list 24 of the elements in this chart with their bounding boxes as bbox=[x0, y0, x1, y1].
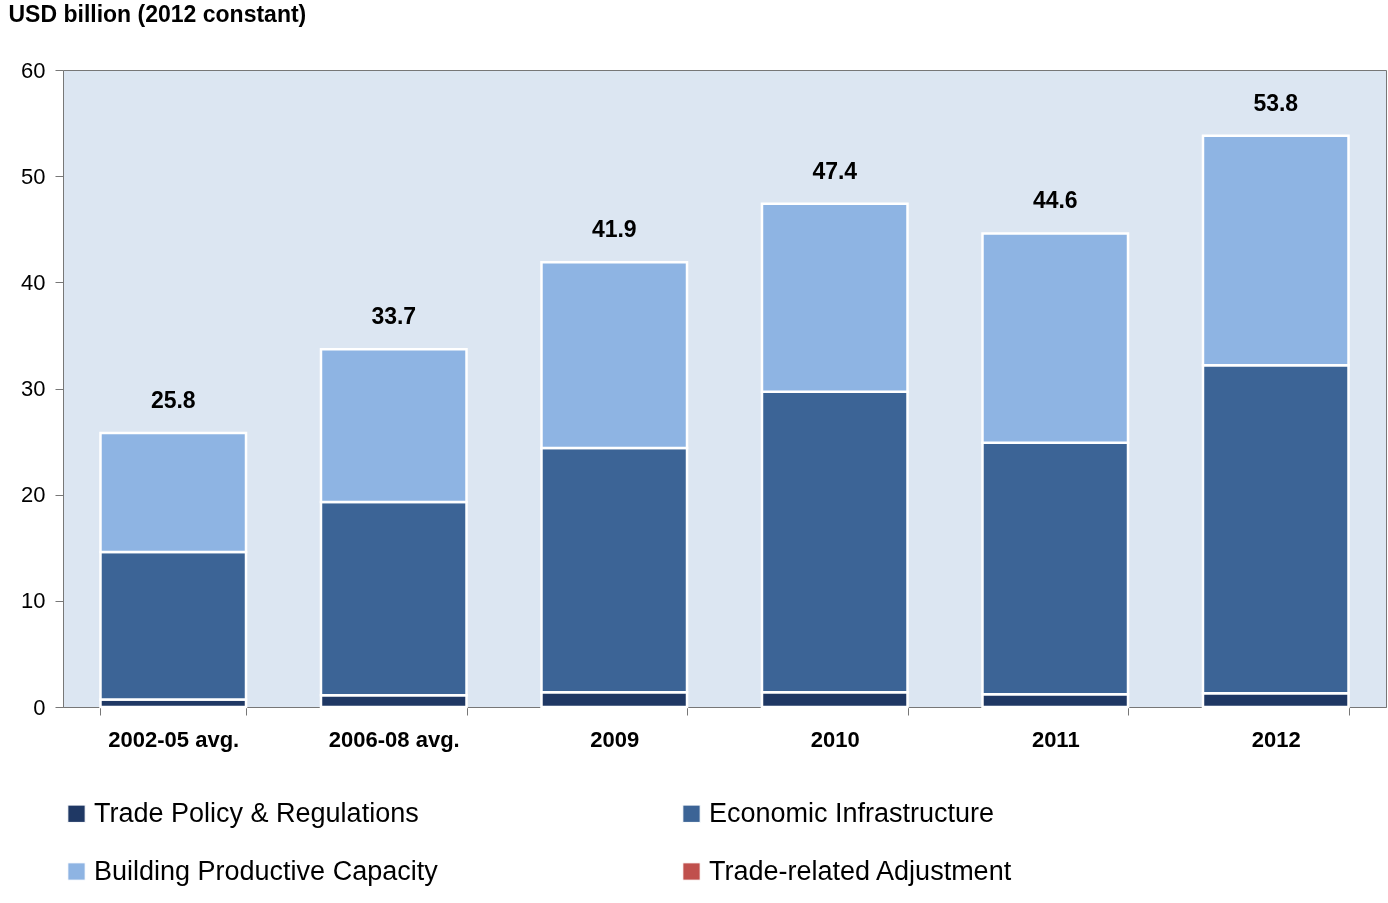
y-tick-label: 60 bbox=[21, 57, 46, 83]
y-tick-label: 30 bbox=[21, 376, 46, 401]
x-tick-label: 2002-05 avg. bbox=[108, 726, 240, 752]
total-label: 25.8 bbox=[150, 387, 196, 414]
legend-label: Building Productive Capacity bbox=[94, 855, 439, 886]
legend-label: Trade-related Adjustment bbox=[709, 855, 1012, 886]
x-tick-label: 2010 bbox=[810, 726, 860, 752]
x-tick-label: 2009 bbox=[590, 726, 640, 752]
y-tick-label: 20 bbox=[21, 482, 46, 508]
x-tick-label: 2011 bbox=[1031, 726, 1080, 752]
y-tick-label: 40 bbox=[21, 269, 46, 295]
total-label: 33.7 bbox=[371, 303, 417, 330]
total-label: 47.4 bbox=[812, 157, 858, 184]
y-axis-title: USD billion (2012 constant) bbox=[8, 0, 307, 27]
total-label: 41.9 bbox=[591, 216, 637, 243]
y-tick-label: 0 bbox=[33, 694, 46, 720]
y-tick-label: 50 bbox=[21, 163, 46, 189]
y-tick-label: 10 bbox=[21, 588, 46, 614]
x-tick-label: 2006-08 avg. bbox=[328, 726, 460, 752]
total-label: 53.8 bbox=[1253, 89, 1299, 116]
total-label: 44.6 bbox=[1032, 187, 1078, 214]
x-tick-label: 2012 bbox=[1251, 726, 1301, 752]
legend-label: Trade Policy & Regulations bbox=[94, 797, 419, 828]
legend-label: Economic Infrastructure bbox=[709, 797, 995, 828]
